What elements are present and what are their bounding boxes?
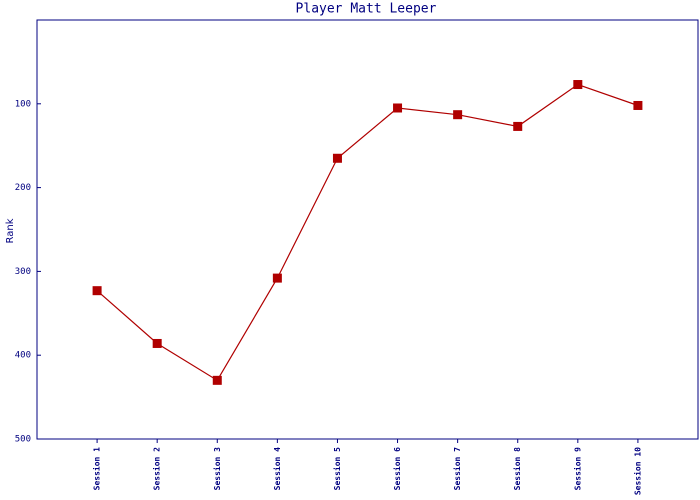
data-point (393, 103, 403, 113)
x-tick-label: Session 5 (332, 447, 342, 491)
data-point (573, 80, 583, 90)
data-point (513, 121, 523, 131)
data-point (92, 286, 102, 296)
y-tick-label: 200 (15, 183, 31, 193)
y-axis-label: Rank (5, 218, 16, 243)
x-tick-label: Session 6 (392, 447, 402, 491)
y-tick-label: 100 (15, 99, 31, 109)
data-point (152, 338, 162, 348)
x-tick-label: Session 2 (152, 447, 162, 491)
chart-title: Player Matt Leeper (296, 2, 437, 17)
x-tick-label: Session 3 (212, 447, 222, 491)
data-point (212, 375, 222, 385)
data-point (332, 153, 342, 163)
x-tick-label: Session 1 (92, 447, 102, 491)
y-tick-label: 300 (15, 267, 31, 277)
data-point (453, 110, 463, 120)
x-tick-label: Session 10 (632, 447, 642, 495)
x-tick-label: Session 9 (572, 447, 582, 491)
y-tick-label: 500 (15, 435, 31, 445)
plot-frame (36, 19, 699, 440)
series-line (96, 83, 639, 382)
x-tick-label: Session 8 (512, 447, 522, 491)
y-tick-label: 400 (15, 351, 31, 361)
x-tick-label: Session 4 (272, 447, 282, 491)
data-point (633, 100, 643, 110)
x-tick-label: Session 7 (452, 447, 462, 491)
data-point (272, 273, 282, 283)
